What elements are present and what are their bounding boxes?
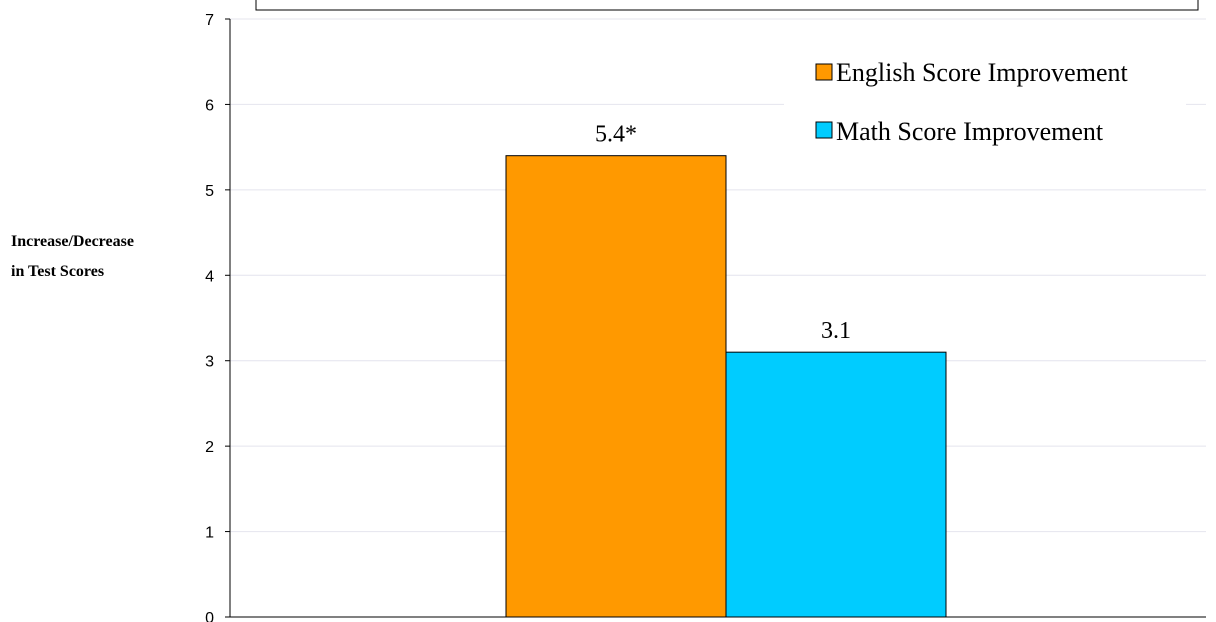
header-box <box>255 0 1199 11</box>
bar-english <box>505 155 727 618</box>
y-tick-label: 5 <box>205 183 214 200</box>
legend-swatch-english <box>815 63 833 81</box>
legend-label-math: Math Score Improvement <box>836 117 1104 146</box>
axes <box>229 19 1206 618</box>
y-tick-labels: 0 1 2 3 4 5 6 7 <box>205 12 230 622</box>
y-tick-label: 7 <box>205 12 214 29</box>
y-axis-label-line-2: in Test Scores <box>11 263 104 280</box>
data-label-math: 3.1 <box>821 318 851 344</box>
y-tick-label: 1 <box>205 525 214 542</box>
y-tick-label: 4 <box>205 268 214 285</box>
y-axis-label-line-1: Increase/Decrease <box>11 233 134 250</box>
y-tick-label: 3 <box>205 354 214 371</box>
legend-swatch-math <box>815 121 833 139</box>
y-tick-label: 2 <box>205 439 214 456</box>
bars <box>505 155 947 618</box>
data-label-english: 5.4* <box>595 122 637 148</box>
legend: English Score Improvement Math Score Imp… <box>784 48 1186 172</box>
data-labels: 5.4* 3.1 <box>595 122 851 344</box>
y-axis-label: Increase/Decrease in Test Scores <box>11 233 138 280</box>
legend-label-english: English Score Improvement <box>836 58 1128 87</box>
y-tick-label: 0 <box>205 610 214 622</box>
y-tick-label: 6 <box>205 97 214 114</box>
bar-math <box>725 351 947 618</box>
legend-box <box>784 48 1186 172</box>
